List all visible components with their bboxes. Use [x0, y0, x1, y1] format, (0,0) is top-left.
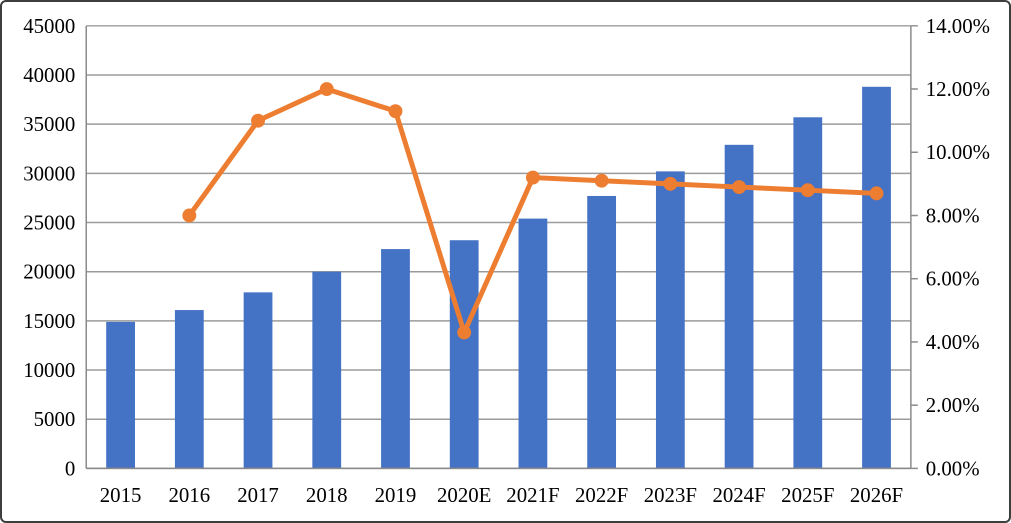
right-axis-label: 0.00%	[926, 456, 980, 480]
right-axis-label: 10.00%	[926, 140, 990, 164]
x-axis-label: 2025F	[781, 483, 834, 507]
line-point-2020E	[457, 325, 472, 340]
right-axis-label: 14.00%	[926, 14, 990, 38]
line-point-2024F	[732, 180, 747, 194]
bar-2016	[174, 310, 204, 469]
line-point-2023F	[663, 176, 678, 191]
left-axis-label: 25000	[23, 210, 75, 234]
bar-2015	[106, 321, 135, 469]
left-axis-label: 35000	[23, 112, 75, 136]
line-point-2018	[319, 82, 334, 96]
right-axis-label: 4.00%	[926, 330, 980, 354]
line-point-2019	[388, 104, 403, 119]
x-axis-label: 2023F	[644, 483, 697, 507]
x-axis-label: 2026F	[850, 483, 903, 507]
bar-2023F	[655, 171, 685, 469]
bar-2017	[243, 292, 273, 469]
bar-2021F	[518, 218, 548, 469]
line-point-2026F	[869, 186, 884, 201]
bar-2020E	[449, 240, 479, 469]
left-axis-label: 5000	[34, 407, 76, 431]
x-axis-label: 2016	[168, 483, 210, 507]
bar-2018	[312, 271, 342, 469]
left-axis-label: 20000	[23, 260, 75, 284]
line-point-2022F	[594, 173, 609, 188]
x-axis-label: 2024F	[712, 483, 765, 507]
right-axis-label: 2.00%	[926, 393, 980, 417]
left-axis-label: 45000	[23, 14, 75, 38]
line-point-2021F	[525, 170, 540, 185]
line-point-2017	[251, 113, 265, 128]
right-axis-label: 8.00%	[926, 203, 980, 227]
x-axis-label: 2018	[306, 483, 348, 507]
left-axis-label: 10000	[23, 358, 75, 382]
line-point-2025F	[800, 183, 815, 198]
right-axis-label: 6.00%	[926, 267, 980, 291]
right-axis-label: 12.00%	[926, 77, 990, 101]
bar-2025F	[793, 117, 823, 469]
bar-2026F	[862, 86, 891, 469]
bar-2024F	[724, 144, 754, 469]
left-axis-label: 0	[65, 456, 75, 480]
line-point-2016	[182, 208, 197, 223]
x-axis-label: 2021F	[506, 483, 559, 507]
x-axis-label: 2022F	[575, 483, 628, 507]
x-axis-label: 2019	[375, 483, 417, 507]
x-axis-label: 2017	[237, 483, 279, 507]
left-axis-label: 30000	[23, 161, 75, 185]
left-axis-label: 15000	[23, 309, 75, 333]
x-axis-label: 2015	[100, 483, 142, 507]
bar-2022F	[587, 195, 617, 469]
bar-2019	[381, 249, 410, 469]
left-axis-label: 40000	[23, 63, 75, 87]
x-axis-label: 2020E	[437, 483, 491, 507]
